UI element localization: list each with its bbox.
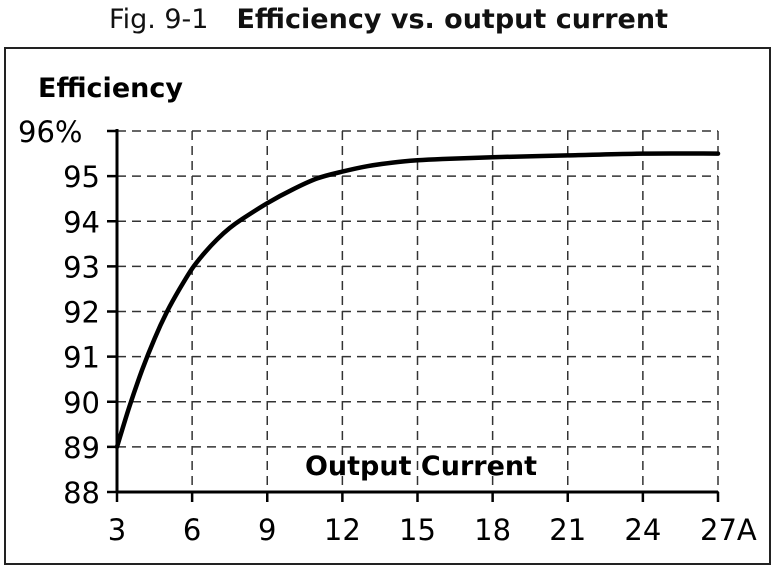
series — [114, 151, 721, 450]
y-tick-label: 93 — [63, 250, 100, 284]
grid — [117, 130, 719, 492]
y-tick-label: 91 — [63, 341, 100, 375]
y-tick-label: 94 — [63, 205, 100, 239]
y-tick-label: 90 — [63, 386, 100, 420]
tick-labels: 3 6 9 12 15 18 21 24 27A 88 89 90 91 92 93 94 95 96% — [18, 115, 757, 547]
x-tick-label: 6 — [183, 513, 201, 547]
x-tick-label: 12 — [324, 513, 361, 547]
x-tick-label: 9 — [258, 513, 276, 547]
figure-caption: Fig. 9-1 Efficiency vs. output current — [0, 4, 777, 35]
x-tick-label: 27A — [700, 513, 757, 547]
chart-frame — [4, 47, 771, 565]
x-tick-label: 21 — [549, 513, 586, 547]
y-tick-label: 88 — [63, 476, 100, 510]
chart-title: Efficiency vs. output current — [236, 4, 668, 35]
axes — [107, 129, 720, 502]
x-tick-label: 3 — [108, 513, 126, 547]
figure-number: Fig. 9-1 — [109, 4, 209, 35]
x-tick-label: 24 — [624, 513, 661, 547]
y-tick-label: 96% — [18, 115, 82, 149]
x-axis-title: Output Current — [305, 451, 537, 482]
x-tick-label: 18 — [474, 513, 511, 547]
y-axis-title: Efficiency — [38, 73, 183, 104]
y-tick-label: 89 — [63, 431, 100, 465]
y-tick-label: 92 — [63, 296, 100, 330]
y-tick-label: 95 — [63, 160, 100, 194]
efficiency-curve — [114, 151, 721, 450]
x-tick-label: 15 — [399, 513, 436, 547]
